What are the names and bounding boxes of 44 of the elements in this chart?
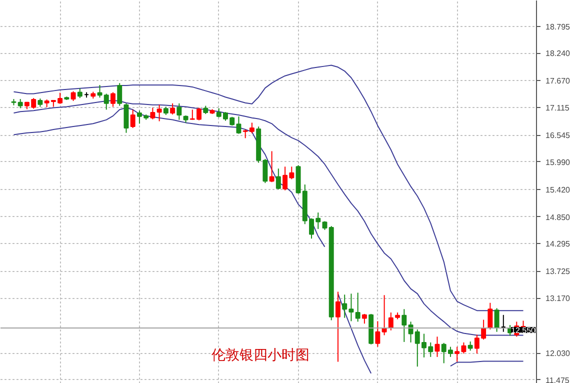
y-tick-label: 18.795 xyxy=(546,22,571,32)
candlestick xyxy=(488,302,493,330)
y-tick-label: 13.170 xyxy=(546,294,571,304)
candlestick xyxy=(156,104,162,122)
ref-line-label: 12.550 xyxy=(511,326,536,335)
candlestick xyxy=(176,102,182,120)
y-tick-label: 14.295 xyxy=(546,240,571,249)
candlestick xyxy=(18,98,23,109)
candlestick xyxy=(269,150,274,183)
candlestick xyxy=(434,336,440,358)
y-tick-label: 18.240 xyxy=(546,49,571,58)
candlestick xyxy=(335,291,340,362)
candlestick xyxy=(97,84,102,98)
y-tick-label: 12.030 xyxy=(546,349,571,358)
candlestick xyxy=(461,342,466,354)
y-tick-label: 17.670 xyxy=(546,76,571,86)
candlestick xyxy=(77,88,82,99)
candlestick xyxy=(454,346,460,362)
candlestick xyxy=(150,107,156,120)
candlestick xyxy=(124,102,129,134)
y-tick-label: 15.990 xyxy=(546,158,571,167)
candlestick xyxy=(402,308,407,342)
y-tick-label: 13.725 xyxy=(546,267,571,276)
candlestick xyxy=(362,313,367,324)
candlestick xyxy=(70,90,76,102)
y-tick-label: 16.545 xyxy=(546,131,571,140)
y-tick-label: 14.850 xyxy=(546,212,571,222)
y-tick-label: 17.115 xyxy=(546,103,570,112)
candlestick xyxy=(388,312,394,331)
candlestick xyxy=(262,158,268,184)
candlestick xyxy=(375,320,380,348)
text: 伦敦银四小时图 xyxy=(212,348,310,364)
candlestick xyxy=(355,292,360,322)
candlestick xyxy=(276,168,281,190)
candlestick xyxy=(468,340,473,352)
y-tick-label: 11.475 xyxy=(546,376,570,383)
candlestick xyxy=(170,102,176,115)
candlestick xyxy=(382,294,387,336)
candlestick xyxy=(494,308,500,332)
candlestick xyxy=(117,82,122,106)
y-tick-label: 15.420 xyxy=(546,185,571,194)
candlestick xyxy=(130,109,136,129)
candlestick xyxy=(104,93,109,110)
candlestick xyxy=(110,92,116,108)
